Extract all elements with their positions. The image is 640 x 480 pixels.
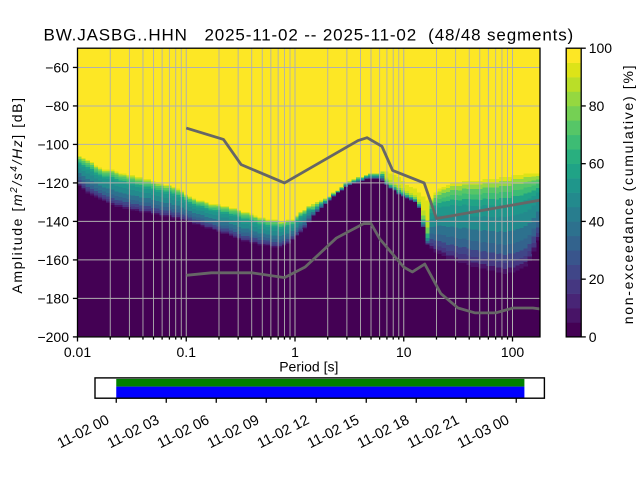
svg-text:1: 1 bbox=[291, 344, 299, 360]
svg-text:0.1: 0.1 bbox=[177, 344, 197, 360]
svg-text:−120: −120 bbox=[37, 175, 69, 191]
svg-text:−140: −140 bbox=[37, 213, 69, 229]
svg-text:10: 10 bbox=[396, 344, 412, 360]
svg-text:80: 80 bbox=[589, 98, 605, 114]
svg-text:−200: −200 bbox=[37, 329, 69, 345]
svg-text:100: 100 bbox=[589, 40, 613, 56]
svg-text:Amplitude [m2/s4/Hz] [dB]: Amplitude [m2/s4/Hz] [dB] bbox=[9, 96, 25, 293]
svg-text:0: 0 bbox=[589, 329, 597, 345]
svg-text:−80: −80 bbox=[45, 98, 69, 114]
svg-text:non-exceedance (cumulative) [%: non-exceedance (cumulative) [%] bbox=[620, 64, 636, 324]
svg-text:20: 20 bbox=[589, 271, 605, 287]
svg-text:BW.JASBG..HHN 2025-11-02 --: BW.JASBG..HHN 2025-11-02 -- 2025-11-02 (… bbox=[44, 26, 575, 45]
svg-text:40: 40 bbox=[589, 213, 605, 229]
svg-text:−160: −160 bbox=[37, 252, 69, 268]
svg-text:−60: −60 bbox=[45, 59, 69, 75]
svg-text:−100: −100 bbox=[37, 136, 69, 152]
svg-text:0.01: 0.01 bbox=[64, 344, 91, 360]
svg-text:60: 60 bbox=[589, 156, 605, 172]
svg-text:Period [s]: Period [s] bbox=[279, 359, 338, 375]
svg-text:100: 100 bbox=[501, 344, 525, 360]
svg-text:−180: −180 bbox=[37, 290, 69, 306]
